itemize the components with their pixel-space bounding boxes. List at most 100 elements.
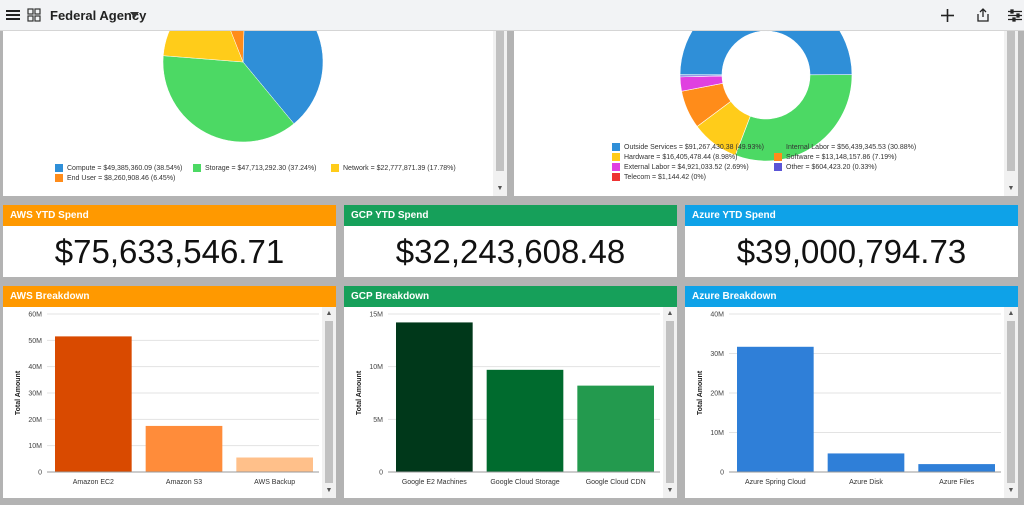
legend-swatch <box>193 164 201 172</box>
spend-category-donut-panel: Outside Services = $91,267,430.38 (49.93… <box>514 31 1018 196</box>
legend-item-network[interactable]: Network = $22,777,871.39 (17.78%) <box>331 164 456 172</box>
share-icon[interactable] <box>976 6 990 24</box>
scroll-down-arrow[interactable]: ▼ <box>496 185 504 192</box>
x-tick-label: Amazon S3 <box>166 479 202 486</box>
aws-bar-amazon-s3[interactable] <box>145 425 223 472</box>
legend-item-internal-labor[interactable]: Internal Labor = $56,439,345.53 (30.88%) <box>774 143 916 151</box>
legend-label: Internal Labor = $56,439,345.53 (30.88%) <box>786 143 917 151</box>
scroll-down-arrow[interactable]: ▼ <box>1007 487 1015 494</box>
caret-down-icon[interactable] <box>129 6 139 24</box>
aws-breakdown-panel: AWS Breakdown 0 10M 20M 30M 40M 50M 60M Total A… <box>3 286 336 498</box>
azure-bar-azure-spring-cloud[interactable] <box>737 346 814 472</box>
gcp-ytd-title: GCP YTD Spend <box>344 205 677 226</box>
legend-item-telecom[interactable]: Telecom = $1,144.42 (0%) <box>612 173 706 181</box>
legend-item-end-user[interactable]: End User = $8,260,908.46 (6.45%) <box>55 174 175 182</box>
legend-item-compute[interactable]: Compute = $49,385,360.09 (38.54%) <box>55 164 182 172</box>
x-tick-label: AWS Backup <box>254 479 295 486</box>
y-tick-label: 40M <box>710 312 724 319</box>
y-tick-label: 0 <box>720 470 724 477</box>
filter-sliders-icon[interactable] <box>1008 6 1022 24</box>
legend-label: Network = $22,777,871.39 (17.78%) <box>343 164 456 172</box>
y-axis-label: Total Amount <box>697 370 704 415</box>
azure-ytd-value: $39,000,794.73 <box>736 233 967 270</box>
aws-ytd-title: AWS YTD Spend <box>3 205 336 226</box>
y-axis-label: Total Amount <box>356 370 363 415</box>
top-bar: Federal Agency <box>0 0 1024 31</box>
hamburger-icon[interactable] <box>6 6 20 24</box>
legend-swatch <box>331 164 339 172</box>
gcp-bar-google-e2-machines[interactable] <box>396 322 473 472</box>
donut-panel-scrollbar[interactable]: ▼ <box>1004 31 1018 196</box>
azure-bar-azure-disk[interactable] <box>827 453 905 472</box>
legend-swatch <box>774 153 782 161</box>
y-tick-label: 15M <box>369 312 383 319</box>
grid-icon[interactable] <box>27 6 41 24</box>
x-tick-label: Amazon EC2 <box>73 479 114 486</box>
x-tick-label: Google E2 Machines <box>402 479 467 486</box>
legend-label: Hardware = $16,405,478.44 (8.98%) <box>624 153 738 161</box>
legend-label: Telecom = $1,144.42 (0%) <box>624 173 706 181</box>
azure-bar-azure-files[interactable] <box>918 464 995 472</box>
gcp-breakdown-panel: GCP Breakdown 0 5M 10M 15M Total Amount Googl… <box>344 286 677 498</box>
y-tick-label: 30M <box>28 391 42 398</box>
legend-label: Other = $604,423.20 (0.33%) <box>786 163 877 171</box>
spend-category-donut-chart <box>679 31 853 162</box>
legend-label: External Labor = $4,921,033.52 (2.69%) <box>624 163 749 171</box>
plus-icon[interactable] <box>940 6 954 24</box>
x-tick-label: Google Cloud Storage <box>490 479 559 486</box>
legend-item-software[interactable]: Software = $13,148,157.86 (7.19%) <box>774 153 897 161</box>
y-axis-label: Total Amount <box>15 370 22 415</box>
x-tick-label: Azure Disk <box>849 479 883 486</box>
donut-slice-outside-services[interactable] <box>679 31 853 76</box>
y-tick-label: 60M <box>28 312 42 319</box>
pie-slice-end-user[interactable] <box>214 31 246 63</box>
aws-bar-aws-backup[interactable] <box>236 457 313 472</box>
legend-label: Compute = $49,385,360.09 (38.54%) <box>67 164 183 172</box>
legend-item-hardware[interactable]: Hardware = $16,405,478.44 (8.98%) <box>612 153 737 161</box>
legend-label: Software = $13,148,157.86 (7.19%) <box>786 153 897 161</box>
scroll-up-arrow[interactable]: ▲ <box>1007 310 1015 317</box>
pie-panel-scrollbar[interactable]: ▼ <box>493 31 507 196</box>
aws-ytd-value: $75,633,546.71 <box>54 233 285 270</box>
aws-breakdown-chart: 0 10M 20M 30M 40M 50M 60M Total Amount Amazon EC… <box>15 312 319 486</box>
legend-swatch <box>612 163 620 171</box>
pie-slice-storage[interactable] <box>162 55 295 143</box>
x-tick-label: Azure Files <box>939 479 975 486</box>
aws-chart-scrollbar[interactable]: ▲ ▼ <box>322 307 336 498</box>
legend-label: Outside Services = $91,267,430.38 (49.93… <box>624 143 764 151</box>
azure-breakdown-panel: Azure Breakdown 0 10M 20M 30M 40M Total Amoun… <box>685 286 1018 498</box>
scroll-down-arrow[interactable]: ▼ <box>325 487 333 494</box>
y-tick-label: 10M <box>710 430 724 437</box>
legend-item-external-labor[interactable]: External Labor = $4,921,033.52 (2.69%) <box>612 163 749 171</box>
azure-ytd-card: Azure YTD Spend $39,000,794.73 <box>685 205 1018 277</box>
legend-swatch <box>612 153 620 161</box>
legend-swatch <box>612 143 620 151</box>
gcp-bar-google-cloud-cdn[interactable] <box>577 385 654 472</box>
y-tick-label: 40M <box>28 364 42 371</box>
scroll-down-arrow[interactable]: ▼ <box>1007 185 1015 192</box>
legend-swatch <box>612 173 620 181</box>
y-tick-label: 50M <box>28 338 42 345</box>
legend-swatch <box>55 164 63 172</box>
legend-item-other[interactable]: Other = $604,423.20 (0.33%) <box>774 163 877 171</box>
scroll-up-arrow[interactable]: ▲ <box>325 310 333 317</box>
y-tick-label: 10M <box>369 364 383 371</box>
gcp-bar-google-cloud-storage[interactable] <box>486 369 564 472</box>
donut-slice-internal-labor[interactable] <box>734 74 853 162</box>
azure-chart-scrollbar[interactable]: ▲ ▼ <box>1004 307 1018 498</box>
pie-slice-compute[interactable] <box>242 31 324 125</box>
pie-slice-network[interactable] <box>162 31 244 63</box>
legend-swatch <box>774 143 782 151</box>
azure-breakdown-title: Azure Breakdown <box>685 286 1018 307</box>
y-tick-label: 20M <box>710 391 724 398</box>
aws-bar-amazon-ec2[interactable] <box>55 336 132 472</box>
scroll-down-arrow[interactable]: ▼ <box>666 487 674 494</box>
y-tick-label: 0 <box>379 470 383 477</box>
aws-ytd-card: AWS YTD Spend $75,633,546.71 <box>3 205 336 277</box>
dashboard-title[interactable]: Federal Agency <box>50 8 147 23</box>
legend-item-storage[interactable]: Storage = $47,713,292.30 (37.24%) <box>193 164 317 172</box>
scroll-up-arrow[interactable]: ▲ <box>666 310 674 317</box>
gcp-chart-scrollbar[interactable]: ▲ ▼ <box>663 307 677 498</box>
legend-item-outside-services[interactable]: Outside Services = $91,267,430.38 (49.93… <box>612 143 764 151</box>
aws-breakdown-title: AWS Breakdown <box>3 286 336 307</box>
